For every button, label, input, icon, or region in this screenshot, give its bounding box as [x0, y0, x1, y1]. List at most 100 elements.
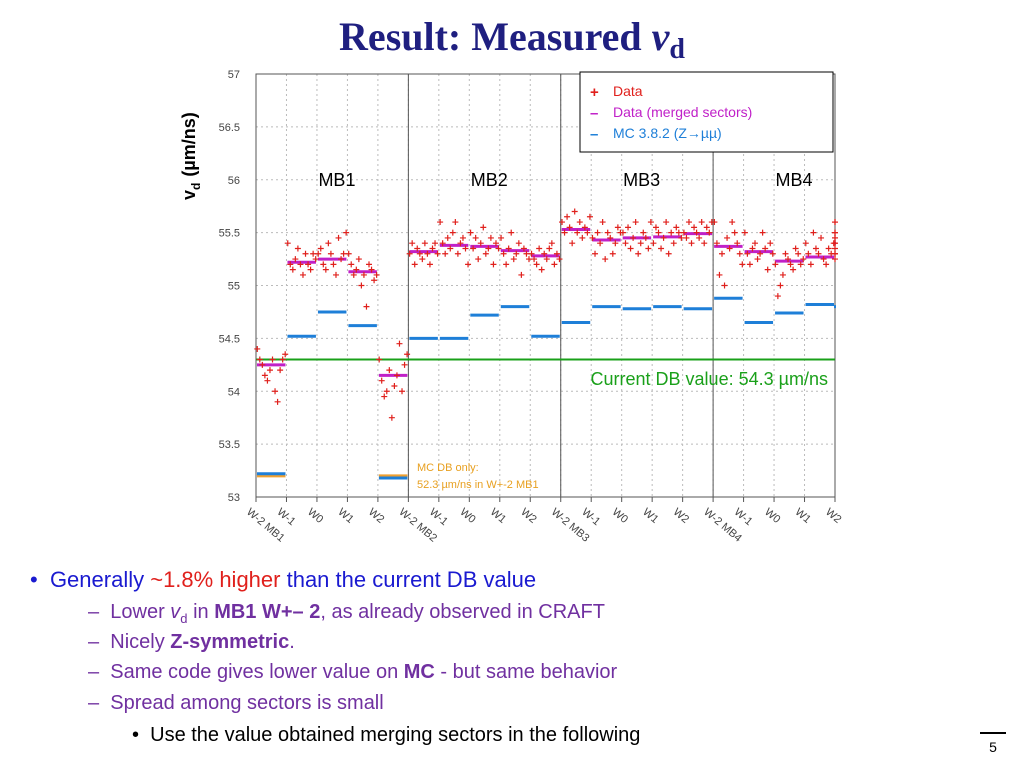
- data-point: [406, 250, 413, 257]
- data-point: [607, 234, 614, 241]
- data-point: [632, 219, 639, 226]
- data-point: [396, 340, 403, 347]
- data-point: [444, 234, 451, 241]
- data-point: [805, 250, 812, 257]
- data-point: [818, 234, 825, 241]
- data-point: [746, 261, 753, 268]
- data-point: [287, 261, 294, 268]
- data-point: [832, 229, 838, 236]
- y-tick-label: 56.5: [219, 122, 240, 134]
- data-point: [498, 234, 505, 241]
- x-tick-label: W-1: [732, 506, 755, 528]
- data-point: [508, 229, 515, 236]
- data-point: [376, 356, 383, 363]
- data-point: [767, 240, 774, 247]
- y-tick-label: 53.5: [219, 439, 240, 451]
- data-point: [668, 229, 675, 236]
- data-point: [800, 256, 807, 263]
- data-point: [609, 250, 616, 257]
- text: v: [170, 601, 181, 623]
- data-point: [807, 261, 814, 268]
- bullet: – Same code gives lower value on MC - bu…: [88, 661, 618, 683]
- data-point: [779, 271, 786, 278]
- text: Lower: [110, 601, 171, 623]
- data-point: [381, 393, 388, 400]
- y-label-var: v: [179, 190, 199, 200]
- data-point: [299, 271, 306, 278]
- data-point: [663, 219, 670, 226]
- data-point: [477, 240, 484, 247]
- data-point: [475, 256, 482, 263]
- data-point: [688, 240, 695, 247]
- data-point: [510, 256, 517, 263]
- data-point: [292, 256, 299, 263]
- data-point: [284, 240, 291, 247]
- data-point: [685, 219, 692, 226]
- data-point: [635, 250, 642, 257]
- data-point: [551, 261, 558, 268]
- data-point: [442, 250, 449, 257]
- data-point: [426, 261, 433, 268]
- data-point: [752, 240, 759, 247]
- text: ~1.8% higher: [150, 567, 281, 592]
- x-tick-label: W0: [610, 506, 630, 526]
- data-point: [472, 234, 479, 241]
- title-sub: d: [669, 34, 685, 65]
- x-tick-label: W-1: [275, 506, 298, 528]
- data-point: [769, 250, 776, 257]
- data-point: [658, 245, 665, 252]
- data-point: [495, 245, 502, 252]
- data-point: [726, 245, 733, 252]
- data-point: [523, 250, 530, 257]
- data-point: [561, 229, 568, 236]
- data-point: [774, 293, 781, 300]
- data-point: [480, 224, 487, 231]
- data-point: [729, 219, 736, 226]
- x-tick-label: W-1: [427, 506, 450, 528]
- y-label: vd (µm/ns): [179, 112, 203, 200]
- data-point: [777, 282, 784, 289]
- data-point: [416, 250, 423, 257]
- page-number: 5: [989, 739, 997, 755]
- data-point: [832, 245, 838, 252]
- data-point: [622, 240, 629, 247]
- text: Nicely: [110, 631, 171, 653]
- data-point: [579, 234, 586, 241]
- x-tick-label: W0: [305, 506, 325, 526]
- data-point: [691, 224, 698, 231]
- data-point: [360, 271, 367, 278]
- data-point: [541, 250, 548, 257]
- x-tick-label: W-1: [579, 506, 602, 528]
- x-tick-label: W0: [457, 506, 477, 526]
- data-point: [619, 229, 626, 236]
- data-point: [630, 234, 637, 241]
- data-point: [294, 245, 301, 252]
- bullet: • Use the value obtained merging sectors…: [132, 724, 641, 746]
- x-tick-label: W1: [335, 506, 355, 526]
- data-point: [528, 250, 535, 257]
- y-tick-label: 55: [228, 281, 240, 293]
- data-point: [645, 245, 652, 252]
- data-point: [739, 261, 746, 268]
- y-tick-label: 56: [228, 175, 240, 187]
- data-point: [434, 250, 441, 257]
- bullet: – Nicely Z-symmetric.: [88, 631, 295, 653]
- data-point: [736, 250, 743, 257]
- data-point: [307, 266, 314, 273]
- data-point: [815, 250, 822, 257]
- data-point: [592, 250, 599, 257]
- data-point: [538, 266, 545, 273]
- data-point: [315, 250, 322, 257]
- data-point: [330, 261, 337, 268]
- data-point: [569, 240, 576, 247]
- data-point: [553, 250, 560, 257]
- station-label: MB4: [776, 170, 813, 190]
- data-point: [531, 256, 538, 263]
- data-point: [701, 240, 708, 247]
- text: than the current DB value: [280, 567, 537, 592]
- data-point: [790, 266, 797, 273]
- data-point: [832, 250, 838, 257]
- data-point: [749, 245, 756, 252]
- data-point: [792, 245, 799, 252]
